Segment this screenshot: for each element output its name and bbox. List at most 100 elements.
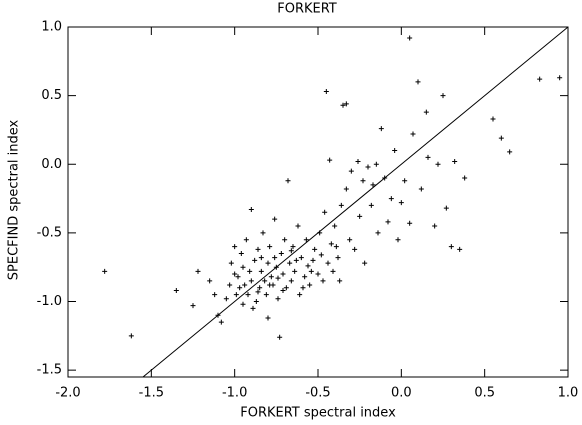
y-tick-label: -1.0 xyxy=(37,294,62,309)
point xyxy=(378,126,384,132)
point xyxy=(237,285,243,291)
point xyxy=(330,268,336,274)
point xyxy=(425,154,431,160)
point xyxy=(255,289,261,295)
point xyxy=(292,268,298,274)
point xyxy=(288,248,294,254)
y-tick-label: 1.0 xyxy=(41,20,62,35)
x-tick-label: -1.0 xyxy=(222,386,247,401)
point xyxy=(423,109,429,115)
point xyxy=(333,244,339,250)
point xyxy=(362,260,368,266)
point xyxy=(325,260,331,266)
point xyxy=(317,230,323,236)
point xyxy=(128,333,134,339)
point xyxy=(343,101,349,107)
point xyxy=(398,200,404,206)
point xyxy=(318,252,324,258)
point xyxy=(297,292,303,298)
point xyxy=(335,255,341,261)
point xyxy=(248,278,254,284)
point xyxy=(260,230,266,236)
point xyxy=(283,285,289,291)
point xyxy=(215,312,221,318)
point xyxy=(277,334,283,340)
point xyxy=(173,288,179,294)
plot-frame xyxy=(67,26,569,378)
point xyxy=(278,250,284,256)
point xyxy=(282,237,288,243)
point xyxy=(257,285,263,291)
point xyxy=(302,274,308,280)
point xyxy=(288,278,294,284)
point xyxy=(258,255,264,261)
point xyxy=(232,271,238,277)
point xyxy=(227,282,233,288)
point xyxy=(328,241,334,247)
point xyxy=(323,89,329,95)
point xyxy=(360,178,366,184)
point xyxy=(293,257,299,263)
point xyxy=(275,296,281,302)
point xyxy=(243,237,249,243)
point xyxy=(223,296,229,302)
point xyxy=(315,271,321,277)
point xyxy=(415,79,421,85)
point xyxy=(392,148,398,154)
point xyxy=(102,268,108,274)
point xyxy=(218,319,224,325)
point xyxy=(365,164,371,170)
x-tick-label: 1.0 xyxy=(558,386,579,401)
point xyxy=(340,102,346,108)
point xyxy=(462,175,468,181)
point xyxy=(253,299,259,305)
point xyxy=(245,292,251,298)
point xyxy=(252,257,258,263)
point xyxy=(275,275,281,281)
point xyxy=(295,223,301,229)
point xyxy=(368,202,374,208)
point xyxy=(448,244,454,250)
point xyxy=(557,75,563,81)
point xyxy=(337,278,343,284)
x-tick-label: -1.5 xyxy=(139,386,164,401)
x-tick-label: 0.5 xyxy=(474,386,495,401)
point xyxy=(307,282,313,288)
point xyxy=(347,237,353,243)
point xyxy=(355,159,361,165)
point xyxy=(388,196,394,202)
point xyxy=(247,268,253,274)
point xyxy=(338,202,344,208)
identity-line xyxy=(142,26,569,378)
chart-title: FORKERT xyxy=(277,2,337,17)
point xyxy=(238,250,244,256)
point xyxy=(402,178,408,184)
point xyxy=(312,246,318,252)
point xyxy=(457,246,463,252)
point xyxy=(370,182,376,188)
point xyxy=(303,237,309,243)
point xyxy=(273,264,279,270)
point xyxy=(352,246,358,252)
point xyxy=(373,161,379,167)
point xyxy=(190,303,196,309)
point xyxy=(262,278,268,284)
point xyxy=(395,237,401,243)
point xyxy=(272,255,278,261)
point xyxy=(267,282,273,288)
point xyxy=(348,168,354,174)
point xyxy=(440,93,446,99)
point xyxy=(407,35,413,41)
point xyxy=(280,271,286,277)
point xyxy=(537,76,543,82)
point xyxy=(300,285,306,291)
point xyxy=(265,260,271,266)
point xyxy=(267,244,273,250)
y-axis-label: SPECFIND spectral index xyxy=(7,119,22,280)
point xyxy=(258,268,264,274)
point xyxy=(235,274,241,280)
point xyxy=(320,278,326,284)
point xyxy=(250,305,256,311)
